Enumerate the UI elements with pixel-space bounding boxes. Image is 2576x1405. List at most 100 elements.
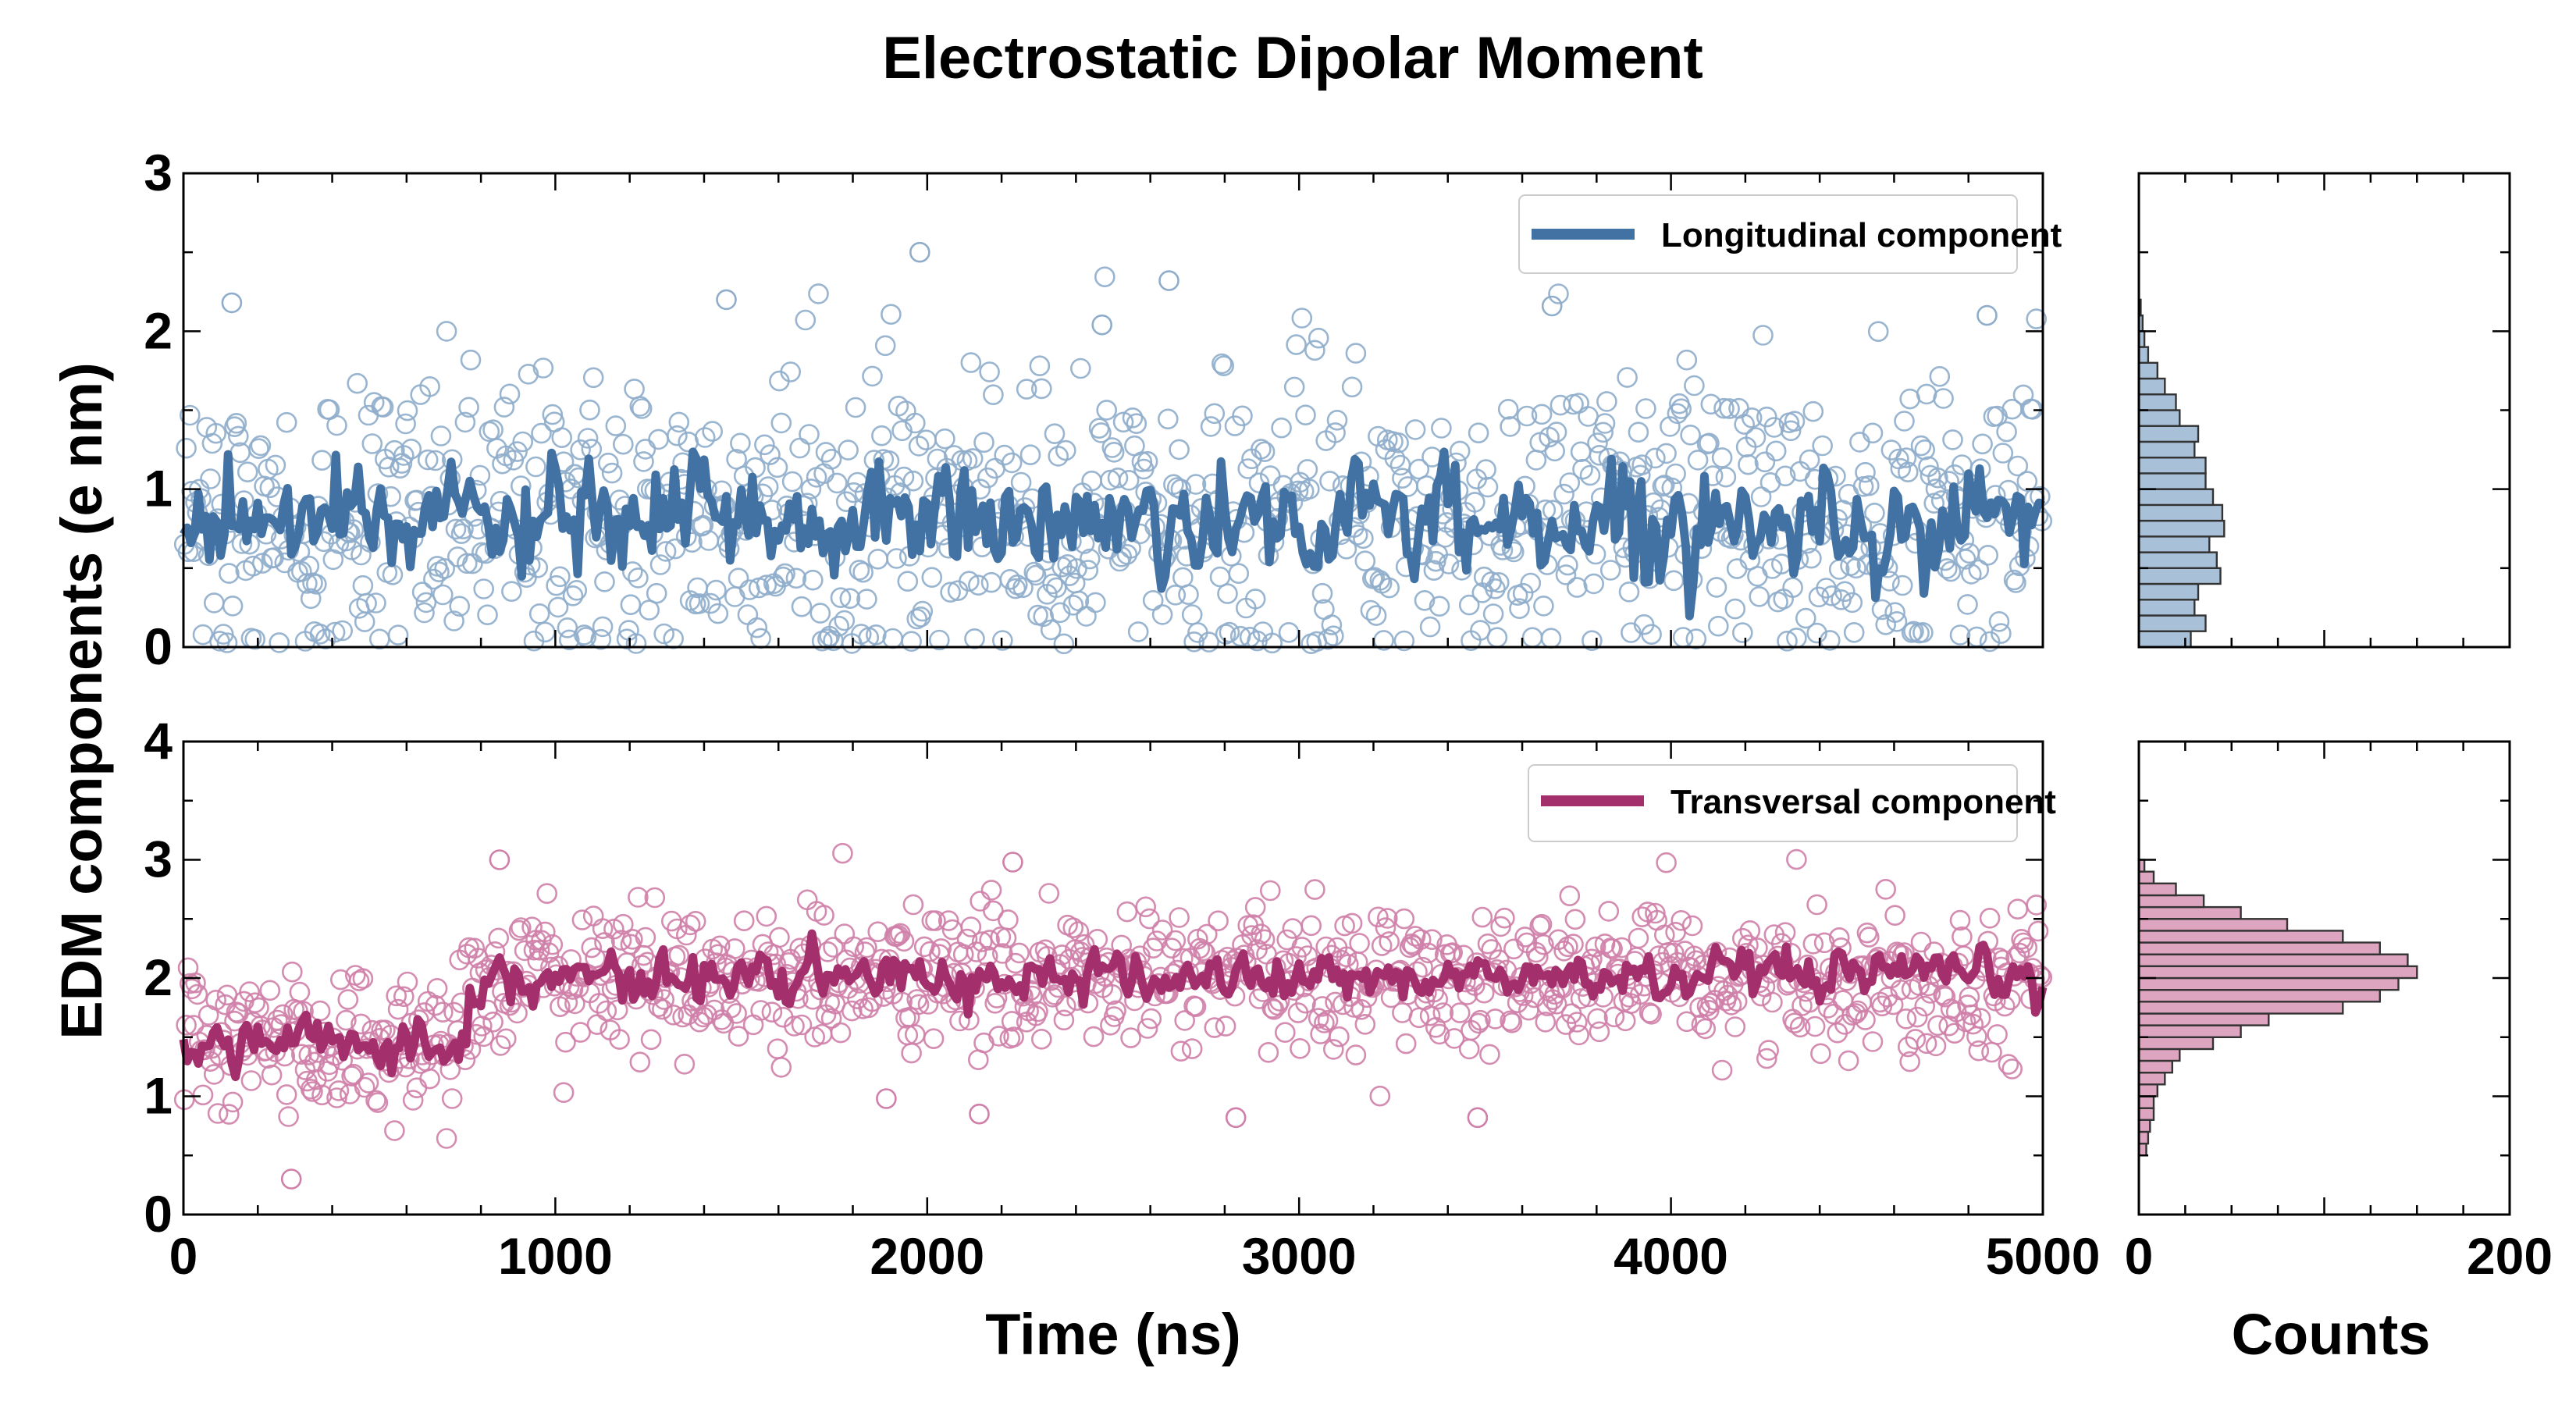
data-point: [2026, 895, 2047, 916]
data-point: [1477, 476, 1499, 498]
data-point: [1012, 577, 1034, 599]
data-point: [250, 435, 272, 457]
data-point: [881, 304, 902, 325]
data-point: [1116, 901, 1138, 923]
data-point: [300, 588, 322, 610]
x-tick-label: 1000: [498, 1227, 613, 1285]
data-point: [1756, 406, 1777, 428]
data-point: [464, 937, 486, 959]
outlier-point: [1541, 295, 1563, 317]
running-average-longitudinal: [180, 447, 2046, 621]
data-point: [1042, 573, 1063, 595]
data-point: [761, 1001, 783, 1023]
data-point: [1299, 478, 1320, 500]
data-point: [536, 883, 558, 904]
data-point: [1215, 1016, 1236, 1037]
data-point: [477, 604, 498, 626]
data-point: [272, 1004, 294, 1026]
data-point: [352, 968, 374, 989]
hist-bar: [2137, 457, 2207, 475]
data-point: [352, 574, 374, 596]
data-point: [226, 1001, 247, 1023]
data-point: [756, 905, 777, 927]
data-point: [1726, 991, 1748, 1012]
data-point: [528, 603, 550, 624]
data-point: [1393, 630, 1415, 652]
data-point: [802, 569, 824, 591]
outlier-point: [1225, 1107, 1247, 1129]
data-point: [668, 411, 690, 433]
data-point: [1665, 463, 1686, 485]
data-point: [1458, 1038, 1480, 1060]
data-point: [555, 1031, 576, 1053]
data-point: [1812, 435, 1833, 457]
data-point: [382, 564, 404, 585]
data-point: [510, 917, 532, 938]
data-point: [449, 596, 471, 617]
data-point: [1137, 450, 1158, 472]
data-point: [971, 931, 993, 952]
data-point: [1031, 1029, 1052, 1050]
data-point: [1443, 1028, 1465, 1049]
data-point: [1501, 1012, 1523, 1033]
data-point: [1212, 353, 1233, 375]
data-point: [1949, 624, 1971, 646]
data-point: [1158, 408, 1179, 430]
data-point: [1497, 398, 1519, 420]
data-point: [871, 425, 892, 446]
data-point: [200, 468, 221, 489]
hist-x-tick-label: 0: [2125, 1227, 2154, 1285]
data-point: [629, 396, 651, 417]
hist-bar: [2137, 472, 2207, 490]
hist-bar: [2137, 941, 2381, 955]
data-point: [679, 914, 701, 936]
data-point: [1670, 910, 1692, 931]
data-point: [1120, 1027, 1141, 1048]
data-point: [1427, 988, 1448, 1010]
data-point: [1762, 558, 1783, 579]
data-point: [1290, 1038, 1311, 1059]
data-point: [1533, 934, 1554, 955]
data-point: [2012, 932, 2034, 954]
outlier-point: [221, 292, 243, 314]
hist-bar: [2137, 535, 2211, 553]
hist-bar: [2137, 1059, 2173, 1074]
data-point: [1494, 907, 1515, 929]
data-point: [1388, 432, 1409, 454]
data-point: [244, 628, 266, 650]
data-point: [726, 1003, 747, 1024]
data-point: [1169, 439, 1190, 461]
data-point: [227, 425, 249, 447]
hist-bar: [2137, 988, 2381, 1003]
data-point: [1468, 422, 1489, 444]
data-point: [1475, 459, 1496, 480]
data-point: [817, 941, 838, 962]
data-point: [1282, 918, 1304, 939]
hist-x-tick-label: 200: [2467, 1227, 2553, 1285]
data-point: [1992, 443, 2014, 464]
data-point: [1286, 334, 1307, 355]
data-point: [1197, 923, 1218, 945]
data-point: [1354, 550, 1376, 572]
data-point: [1174, 1010, 1195, 1031]
data-point: [1802, 400, 1824, 422]
data-point: [644, 887, 666, 909]
data-point: [400, 438, 422, 460]
data-point: [242, 555, 264, 577]
data-point: [882, 628, 903, 649]
data-point: [1684, 375, 1705, 397]
data-point: [780, 361, 802, 382]
data-point: [1724, 1016, 1746, 1037]
data-point: [1536, 995, 1558, 1016]
data-point: [1631, 906, 1653, 927]
data-point: [180, 404, 201, 426]
data-point: [1631, 454, 1653, 475]
hist-bar: [2137, 440, 2196, 459]
data-point: [1912, 621, 1934, 643]
data-point: [1127, 621, 1149, 642]
data-point: [760, 444, 781, 465]
data-point: [1855, 461, 1876, 483]
data-point: [1929, 365, 1951, 387]
data-point: [311, 450, 333, 471]
data-point: [1774, 922, 1796, 943]
